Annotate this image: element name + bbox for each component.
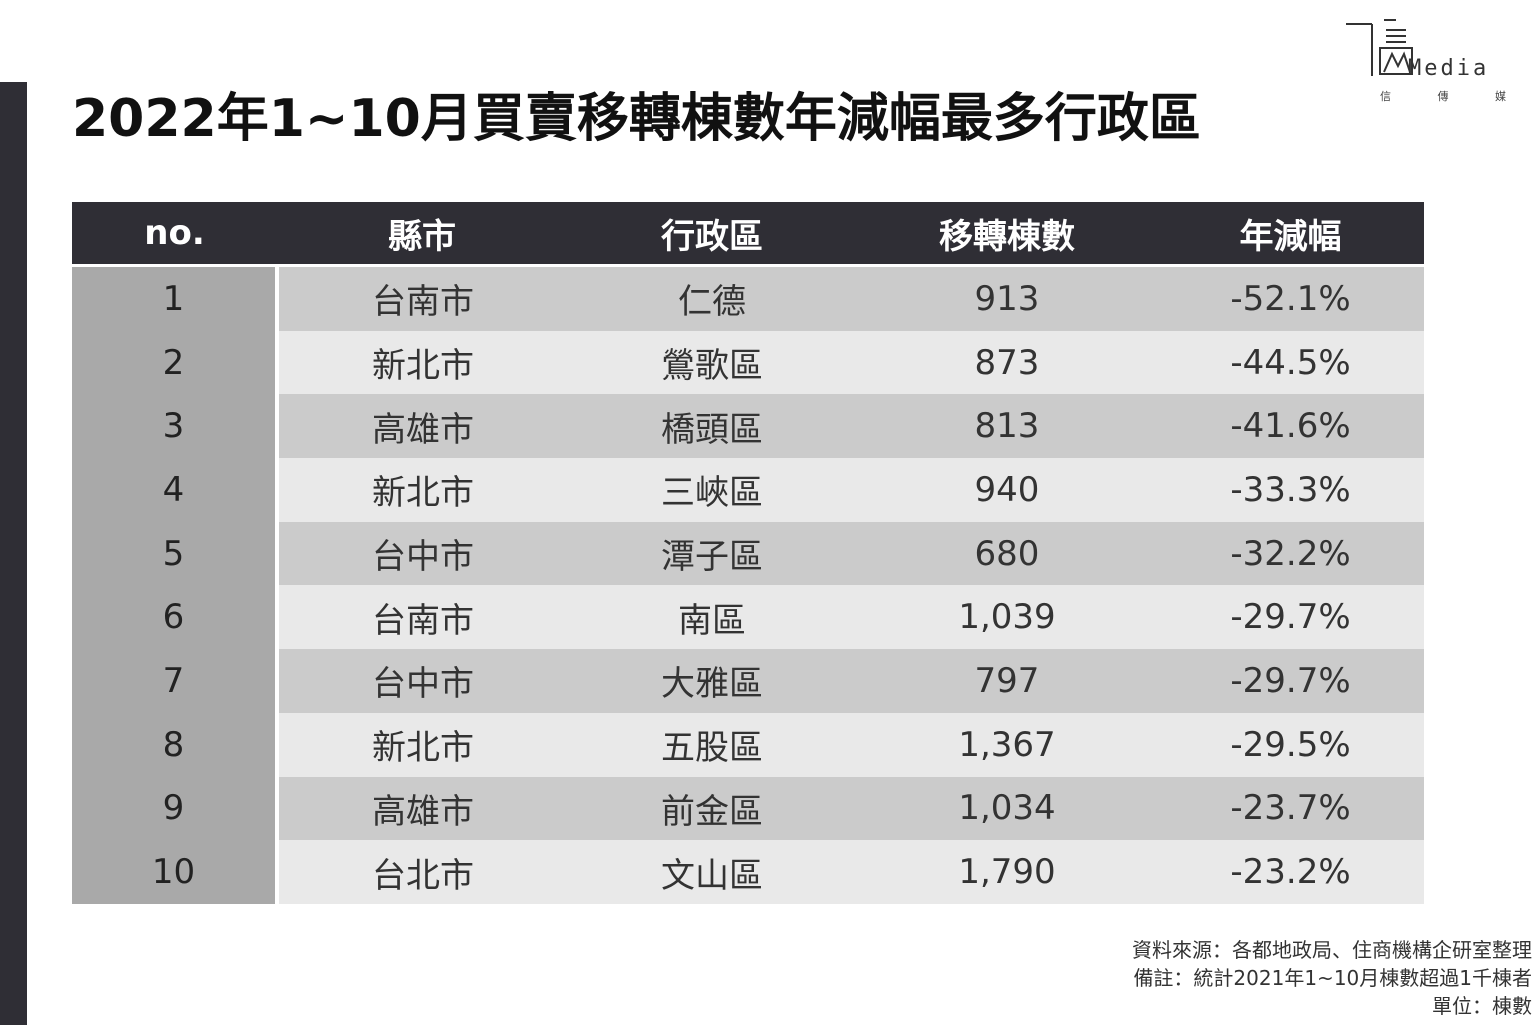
cell-district: 潭子區 — [567, 521, 857, 586]
cell-no: 3 — [72, 394, 279, 459]
cell-district: 前金區 — [567, 776, 857, 841]
cell-city: 新北市 — [277, 458, 567, 522]
cell-city: 台中市 — [277, 649, 567, 713]
cell-district: 文山區 — [567, 840, 857, 904]
cell-district: 五股區 — [567, 712, 857, 777]
logo-sub-char: 媒 — [1495, 90, 1506, 103]
table-row: 5 台中市 潭子區 680 -32.2% — [72, 521, 1424, 586]
table-row: 1 台南市 仁德 913 -52.1% — [72, 265, 1424, 331]
logo-subtitle: 信 傳 媒 — [1380, 88, 1506, 104]
cell-change: -23.2% — [1157, 840, 1424, 904]
header-district: 行政區 — [567, 202, 857, 267]
cell-count: 1,039 — [857, 585, 1157, 650]
cell-city: 高雄市 — [277, 394, 567, 459]
cell-district: 仁德 — [567, 265, 857, 331]
cell-district: 三峽區 — [567, 458, 857, 522]
cell-count: 1,790 — [857, 840, 1157, 904]
logo-sub-char: 傳 — [1437, 90, 1449, 103]
cell-district: 橋頭區 — [567, 394, 857, 459]
cell-no: 10 — [72, 840, 279, 904]
cell-change: -23.7% — [1157, 776, 1424, 841]
cell-no: 8 — [72, 712, 279, 777]
table-row: 6 台南市 南區 1,039 -29.7% — [72, 585, 1424, 650]
cell-change: -41.6% — [1157, 394, 1424, 459]
table-row: 7 台中市 大雅區 797 -29.7% — [72, 649, 1424, 713]
footnote-source: 資料來源：各都地政局、住商機構企研室整理 — [1132, 938, 1532, 962]
footnotes: 資料來源：各都地政局、住商機構企研室整理 備註：統計2021年1~10月棟數超過… — [1132, 936, 1532, 1020]
cell-change: -29.7% — [1157, 585, 1424, 650]
cell-change: -52.1% — [1157, 265, 1424, 331]
cell-change: -29.5% — [1157, 712, 1424, 777]
cell-count: 813 — [857, 394, 1157, 459]
cell-district: 南區 — [567, 585, 857, 650]
header-city: 縣市 — [277, 202, 567, 267]
cell-city: 新北市 — [277, 330, 567, 395]
cell-city: 高雄市 — [277, 776, 567, 841]
footnote-note: 備註：統計2021年1~10月棟數超過1千棟者 — [1133, 966, 1532, 990]
cell-change: -33.3% — [1157, 458, 1424, 522]
cell-no: 5 — [72, 521, 279, 586]
media-logo-icon — [1346, 19, 1413, 76]
cell-no: 2 — [72, 330, 279, 395]
cell-city: 新北市 — [277, 712, 567, 777]
logo-text: Media — [1408, 56, 1490, 81]
table-row: 4 新北市 三峽區 940 -33.3% — [72, 458, 1424, 522]
cell-city: 台南市 — [277, 585, 567, 650]
page-title: 2022年1~10月買賣移轉棟數年減幅最多行政區 — [72, 89, 1201, 149]
side-accent-bar — [0, 82, 27, 1025]
ranking-table: no. 縣市 行政區 移轉棟數 年減幅 1 台南市 仁德 913 -52.1% … — [72, 202, 1424, 904]
cell-no: 4 — [72, 458, 279, 522]
cell-count: 1,034 — [857, 776, 1157, 841]
cell-count: 913 — [857, 265, 1157, 331]
cell-change: -32.2% — [1157, 521, 1424, 586]
header-change: 年減幅 — [1157, 202, 1424, 267]
cell-district: 鶯歌區 — [567, 330, 857, 395]
cell-count: 680 — [857, 521, 1157, 586]
cell-city: 台中市 — [277, 521, 567, 586]
table-row: 3 高雄市 橋頭區 813 -41.6% — [72, 394, 1424, 459]
header-count: 移轉棟數 — [857, 202, 1157, 267]
table-row: 9 高雄市 前金區 1,034 -23.7% — [72, 776, 1424, 841]
cell-no: 9 — [72, 776, 279, 841]
cell-change: -44.5% — [1157, 330, 1424, 395]
cell-district: 大雅區 — [567, 649, 857, 713]
footnote-unit: 單位：棟數 — [1432, 994, 1532, 1018]
cell-change: -29.7% — [1157, 649, 1424, 713]
header-no: no. — [72, 202, 277, 267]
cell-count: 797 — [857, 649, 1157, 713]
cell-city: 台南市 — [277, 265, 567, 331]
cell-no: 7 — [72, 649, 279, 713]
cell-city: 台北市 — [277, 840, 567, 904]
cell-count: 940 — [857, 458, 1157, 522]
table-header-row: no. 縣市 行政區 移轉棟數 年減幅 — [72, 202, 1424, 267]
cell-no: 1 — [72, 265, 279, 331]
ranking-table-container: no. 縣市 行政區 移轉棟數 年減幅 1 台南市 仁德 913 -52.1% … — [72, 202, 1424, 904]
logo-sub-char: 信 — [1380, 90, 1391, 103]
cell-count: 873 — [857, 330, 1157, 395]
cell-count: 1,367 — [857, 712, 1157, 777]
table-row: 2 新北市 鶯歌區 873 -44.5% — [72, 330, 1424, 395]
table-row: 10 台北市 文山區 1,790 -23.2% — [72, 840, 1424, 904]
table-row: 8 新北市 五股區 1,367 -29.5% — [72, 712, 1424, 777]
cell-no: 6 — [72, 585, 279, 650]
